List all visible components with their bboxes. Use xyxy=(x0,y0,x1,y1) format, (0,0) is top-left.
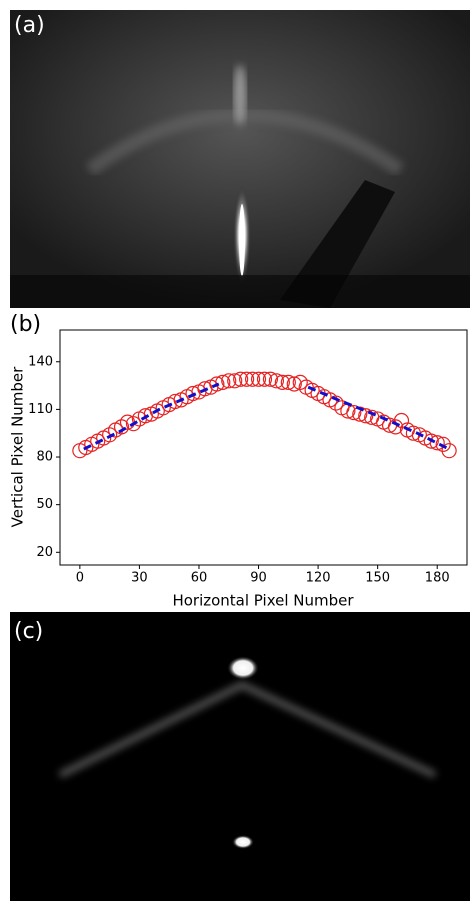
x-tick-label: 90 xyxy=(250,571,267,586)
y-tick-label: 20 xyxy=(36,545,53,560)
data-point xyxy=(250,371,267,387)
data-point xyxy=(292,374,308,390)
x-axis-label: Horizontal Pixel Number xyxy=(172,592,354,610)
panel-label: (a) xyxy=(14,13,45,38)
x-tick-label: 60 xyxy=(191,571,208,586)
image-a xyxy=(10,10,470,308)
y-tick-label: 110 xyxy=(28,402,53,417)
data-point xyxy=(358,408,374,424)
data-point xyxy=(286,376,302,392)
data-point xyxy=(346,404,362,421)
y-tick-label: 80 xyxy=(36,450,53,465)
x-tick-label: 180 xyxy=(425,571,450,586)
x-tick-label: 0 xyxy=(76,571,84,586)
data-point xyxy=(102,427,118,443)
data-point xyxy=(113,419,130,435)
data-point xyxy=(233,371,249,387)
panel-label: (b) xyxy=(10,312,41,337)
panel-label: (c) xyxy=(14,619,43,644)
data-point xyxy=(423,433,439,449)
data-point xyxy=(125,416,142,432)
plot-area xyxy=(59,329,468,566)
plot: 0 30 60 90 120 150 180 20 50 80 110 140 xyxy=(28,329,468,586)
y-tick-label: 140 xyxy=(28,354,53,369)
data-point xyxy=(215,374,231,390)
data-point xyxy=(268,373,285,389)
data-point xyxy=(227,373,243,389)
data-point xyxy=(280,374,296,390)
data-point xyxy=(239,371,255,387)
y-tick-label: 50 xyxy=(36,497,53,512)
x-tick-label: 30 xyxy=(131,571,148,586)
y-axis-label: Vertical Pixel Number xyxy=(9,366,27,527)
data-point xyxy=(429,435,445,451)
x-tick-label: 150 xyxy=(365,571,390,586)
data-point xyxy=(209,376,225,392)
data-point xyxy=(328,395,344,411)
data-point xyxy=(441,443,457,459)
data-point xyxy=(262,371,279,387)
image-c xyxy=(10,612,470,901)
data-point xyxy=(244,371,261,387)
fit-line xyxy=(83,382,450,451)
data-point xyxy=(256,371,273,387)
data-point xyxy=(221,373,237,389)
x-tick-label: 120 xyxy=(306,571,331,586)
data-point xyxy=(274,374,290,390)
